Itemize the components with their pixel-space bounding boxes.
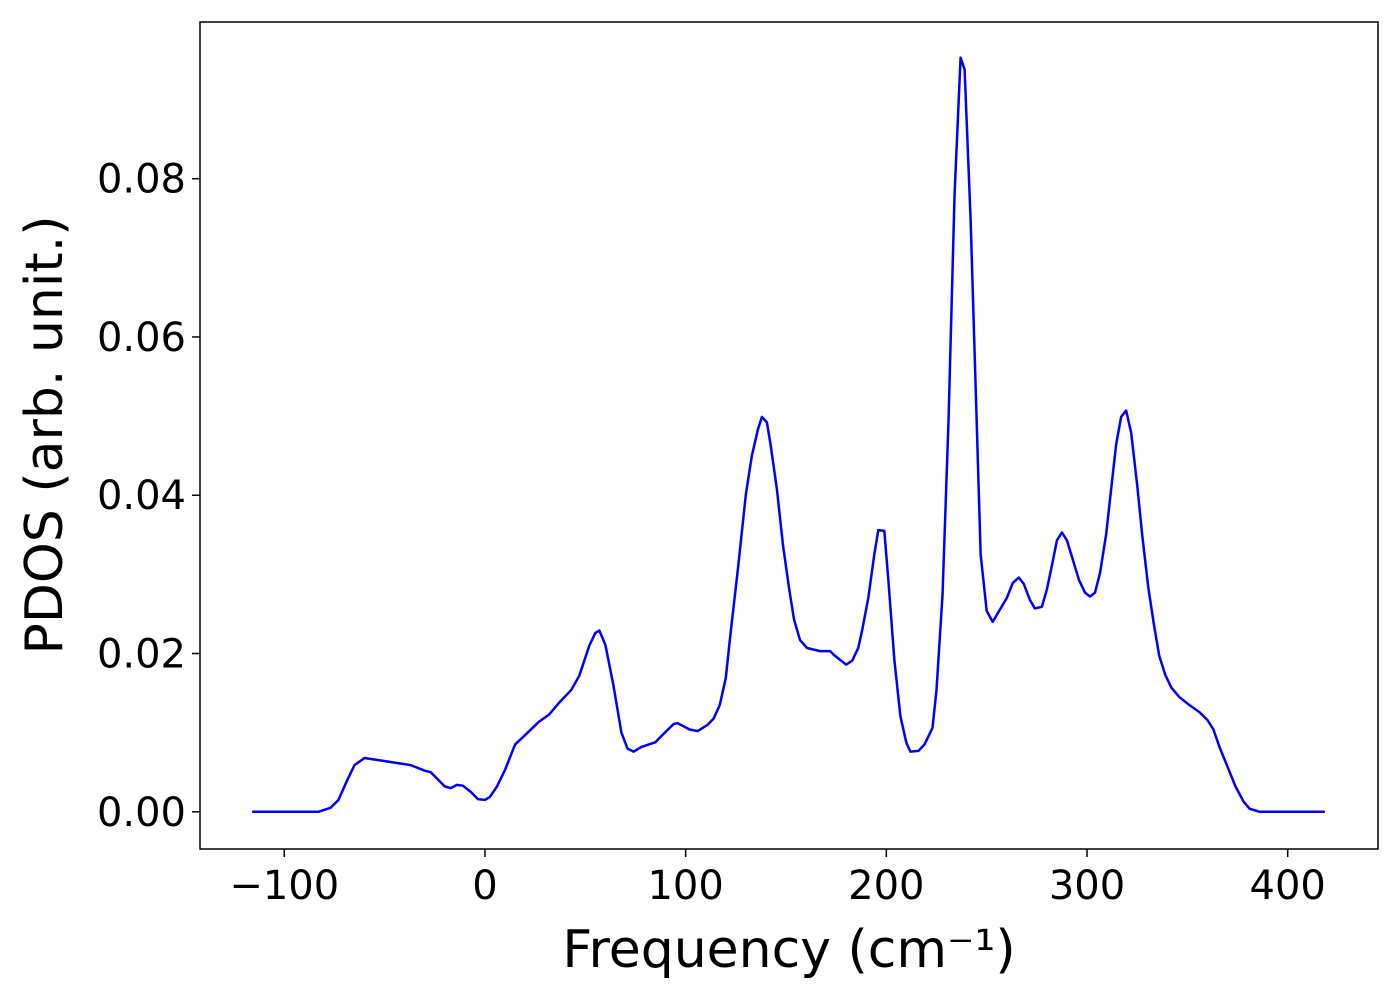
y-tick-label: 0.00: [97, 790, 186, 836]
x-tick-label: 100: [647, 863, 723, 909]
x-axis-label: Frequency (cm⁻¹): [562, 920, 1015, 980]
x-tick-label: 0: [472, 863, 497, 909]
x-tick-label: 400: [1250, 863, 1326, 909]
x-tick-label: −100: [229, 863, 339, 909]
y-tick-label: 0.08: [97, 157, 186, 203]
y-tick-label: 0.04: [97, 473, 186, 519]
x-tick-label: 200: [848, 863, 924, 909]
y-tick-label: 0.06: [97, 315, 186, 361]
y-tick-label: 0.02: [97, 632, 186, 678]
x-tick-label: 300: [1049, 863, 1125, 909]
data-line: [252, 56, 1325, 814]
y-axis-label: PDOS (arb. unit.): [15, 215, 75, 654]
plot-frame: [199, 21, 1379, 850]
